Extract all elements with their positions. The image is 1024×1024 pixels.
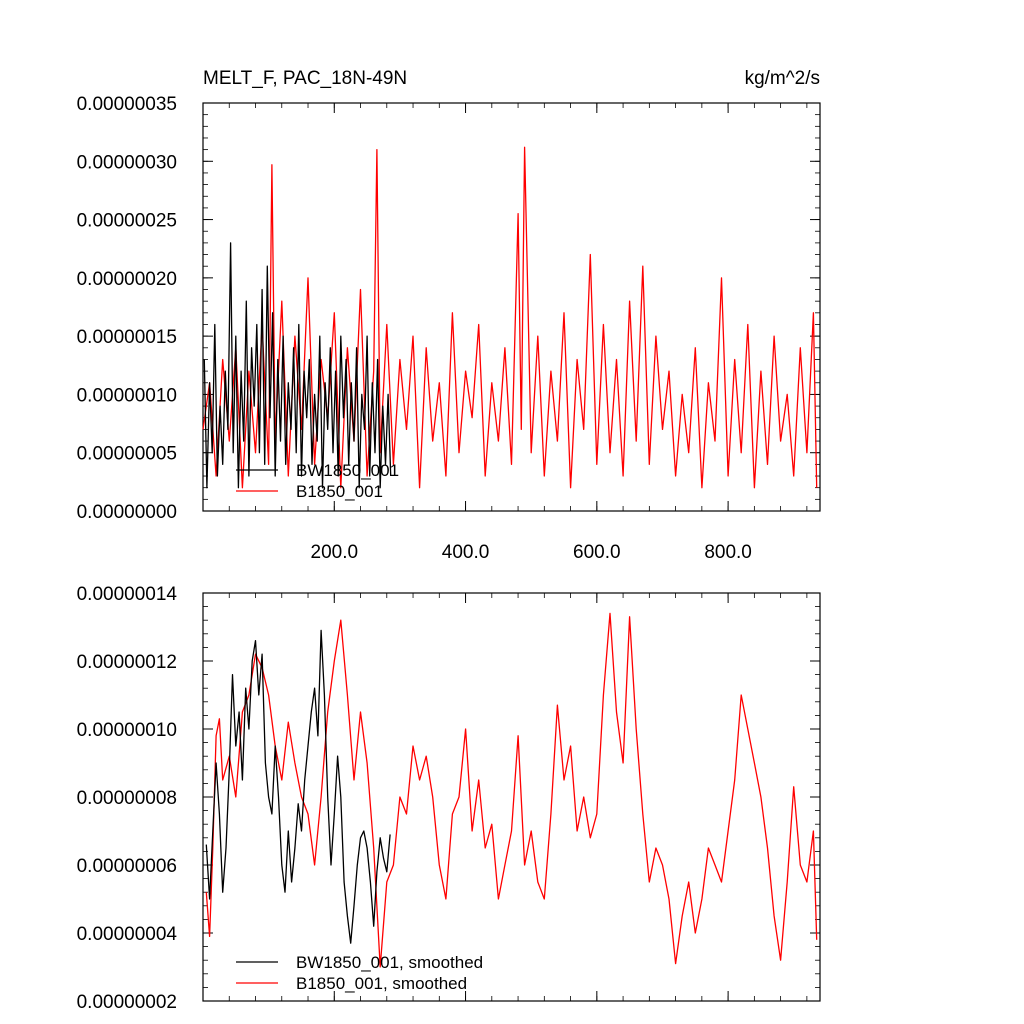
top-ytick-label: 0.00000010	[77, 385, 177, 406]
bottom-ytick-label: 0.00000006	[77, 856, 177, 877]
top-ytick-label: 0.00000005	[77, 444, 177, 465]
legend-label-bw1850-smoothed: BW1850_001, smoothed	[296, 953, 483, 972]
legend-top: BW1850_001 B1850_001	[236, 461, 399, 501]
bottom-ytick-label: 0.00000012	[77, 652, 177, 673]
top-ytick-label: 0.00000025	[77, 211, 177, 232]
bottom-ytick-label: 0.00000010	[77, 720, 177, 741]
legend-label-b1850-smoothed: B1850_001, smoothed	[296, 974, 467, 993]
plot-frame-bottom	[202, 592, 821, 1002]
panel-bottom: 0.00000002 0.00000004 0.00000006 0.00000008…	[77, 584, 821, 1013]
top-xtick-label: 800.0	[704, 542, 752, 563]
legend-bottom: BW1850_001, smoothed B1850_001, smoothed	[236, 953, 483, 993]
bottom-series-line-b1850-001-smoothed	[205, 612, 818, 968]
top-xtick-label: 400.0	[442, 542, 490, 563]
chart-title-left: MELT_F, PAC_18N-49N	[203, 68, 407, 89]
top-series-line-b1850-001	[202, 146, 818, 489]
top-ytick-label: 0.00000020	[77, 269, 177, 290]
panel-top: MELT_F, PAC_18N-49N kg/m^2/s 0.00000000 0…	[77, 68, 821, 563]
plot-frame-top	[202, 102, 821, 512]
top-ytick-label: 0.00000000	[77, 502, 177, 523]
top-series-line-bw1850-001	[203, 242, 392, 489]
legend-label-bw1850: BW1850_001	[296, 461, 399, 480]
bottom-ytick-label: 0.00000002	[77, 992, 177, 1013]
bottom-ytick-label: 0.00000014	[77, 584, 178, 605]
bottom-ytick-label: 0.00000008	[77, 788, 177, 809]
bottom-series-line-bw1850-001-smoothed	[205, 629, 391, 944]
legend-label-b1850: B1850_001	[296, 482, 383, 501]
top-xtick-label: 200.0	[311, 542, 359, 563]
top-ytick-label: 0.00000035	[77, 94, 177, 115]
top-xtick-label: 600.0	[573, 542, 621, 563]
chart-title-right: kg/m^2/s	[745, 68, 820, 89]
top-ytick-label: 0.00000015	[77, 327, 177, 348]
top-ytick-label: 0.00000030	[77, 152, 177, 173]
bottom-ytick-label: 0.00000004	[77, 924, 178, 945]
